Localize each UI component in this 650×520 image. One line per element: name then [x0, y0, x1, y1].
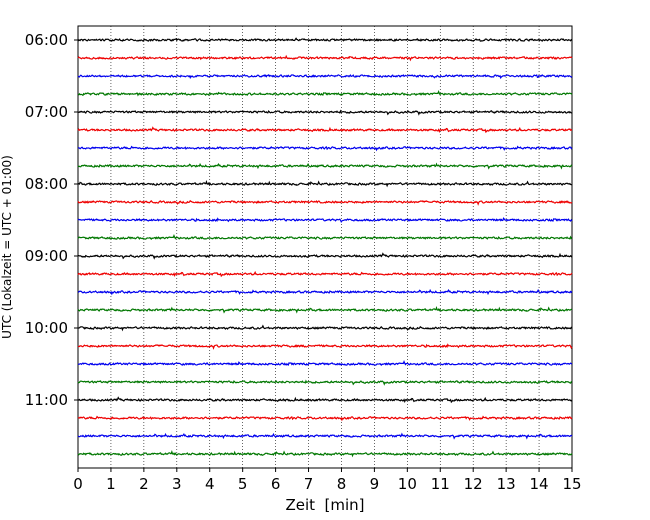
- trace-line: [77, 305, 573, 314]
- x-tick-label: 8: [337, 475, 347, 493]
- x-tick-label: 2: [139, 475, 149, 493]
- trace-line: [77, 162, 573, 170]
- trace-line: [77, 126, 573, 134]
- trace-line: [77, 54, 573, 62]
- trace-line: [77, 449, 573, 458]
- trace-line: [77, 90, 573, 97]
- trace-line: [77, 270, 573, 278]
- x-tick-label: 6: [271, 475, 281, 493]
- x-tick-label: 9: [370, 475, 380, 493]
- y-ticks-layer: 06:00 07:00 08:00 09:00 10:00 11:00: [25, 31, 78, 409]
- trace-line: [77, 199, 573, 206]
- x-tick-label: 0: [73, 475, 83, 493]
- x-tick-label: 10: [398, 475, 417, 493]
- trace-line: [77, 379, 573, 386]
- trace-line: [78, 252, 573, 260]
- trace-line: [77, 217, 573, 224]
- trace-line: [77, 360, 573, 366]
- x-tick-label: 3: [172, 475, 182, 493]
- x-tick-label: 12: [464, 475, 483, 493]
- x-tick-label: 11: [431, 475, 450, 493]
- traces-layer: [77, 37, 573, 458]
- x-tick-label: 13: [497, 475, 516, 493]
- trace-line: [77, 432, 573, 440]
- y-tick-label: 08:00: [25, 175, 68, 193]
- x-ticks-layer: 0 1 2 3 4 5 6 7 8 9 10 11 12 13 14 15: [73, 468, 582, 493]
- grid-layer: [110, 26, 540, 468]
- trace-line: [77, 109, 573, 116]
- y-tick-label: 06:00: [25, 31, 68, 49]
- trace-line: [77, 343, 573, 350]
- trace-line: [77, 37, 573, 42]
- x-tick-label: 4: [205, 475, 215, 493]
- trace-line: [77, 145, 573, 152]
- trace-line: [77, 288, 573, 296]
- trace-line: [77, 396, 573, 404]
- y-axis-label: UTC (Lokalzeit = UTC + 01:00): [0, 155, 14, 339]
- x-tick-label: 5: [238, 475, 248, 493]
- y-tick-label: 07:00: [25, 103, 68, 121]
- trace-line: [77, 324, 573, 332]
- y-tick-label: 11:00: [25, 391, 68, 409]
- x-tick-label: 14: [530, 475, 549, 493]
- plot-frame: [77, 25, 573, 469]
- y-tick-label: 09:00: [25, 247, 68, 265]
- trace-line: [77, 415, 573, 422]
- trace-line: [77, 74, 573, 80]
- trace-line: [77, 179, 573, 188]
- x-axis-label: Zeit [min]: [285, 496, 364, 514]
- x-tick-label: 7: [304, 475, 314, 493]
- x-tick-label: 15: [562, 475, 581, 493]
- x-tick-label: 1: [106, 475, 116, 493]
- y-tick-label: 10:00: [25, 319, 68, 337]
- trace-line: [77, 234, 573, 240]
